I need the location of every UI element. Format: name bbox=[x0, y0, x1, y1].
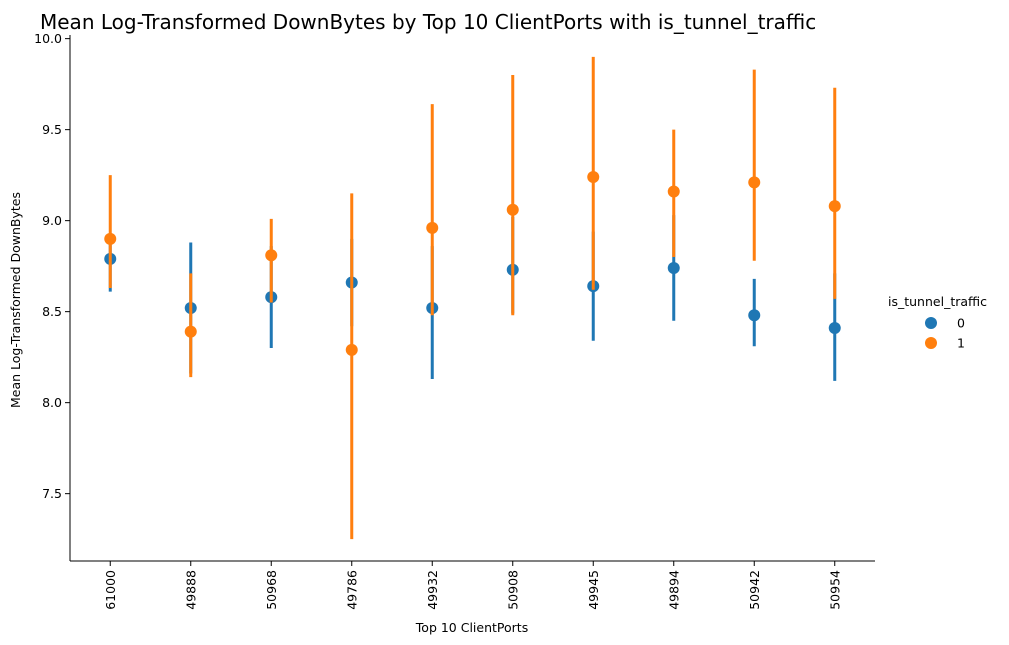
series-1 bbox=[104, 56, 841, 540]
data-point bbox=[506, 203, 519, 216]
x-tick-label: 50968 bbox=[264, 570, 279, 610]
x-tick-label: 50942 bbox=[747, 570, 762, 610]
x-axis-label: Top 10 ClientPorts bbox=[415, 620, 528, 635]
data-point bbox=[667, 185, 680, 198]
data-point bbox=[426, 221, 439, 234]
data-point bbox=[184, 325, 197, 338]
data-point bbox=[748, 309, 761, 322]
legend-label: 0 bbox=[957, 316, 965, 331]
x-tick-label: 49932 bbox=[425, 570, 440, 610]
chart-title: Mean Log-Transformed DownBytes by Top 10… bbox=[40, 10, 816, 34]
y-tick-label: 9.5 bbox=[42, 122, 62, 137]
data-point bbox=[587, 170, 600, 183]
data-point bbox=[265, 249, 278, 262]
data-point bbox=[104, 232, 117, 245]
data-point bbox=[748, 176, 761, 189]
data-point bbox=[828, 322, 841, 335]
x-tick-label: 49945 bbox=[586, 570, 601, 610]
x-tick-label: 49894 bbox=[666, 570, 681, 610]
data-point bbox=[345, 343, 358, 356]
x-tick-label: 49888 bbox=[183, 570, 198, 610]
legend-label: 1 bbox=[957, 336, 965, 351]
x-tick-label: 50954 bbox=[827, 570, 842, 610]
y-axis-label: Mean Log-Transformed DownBytes bbox=[8, 192, 23, 408]
y-tick-label: 7.5 bbox=[42, 486, 62, 501]
x-tick-label: 61000 bbox=[103, 570, 118, 610]
legend-title: is_tunnel_traffic bbox=[888, 294, 987, 309]
legend-marker bbox=[925, 337, 937, 349]
legend-marker bbox=[925, 317, 937, 329]
y-tick-label: 9.0 bbox=[42, 213, 62, 228]
x-tick-label: 49786 bbox=[344, 570, 359, 610]
data-point bbox=[828, 200, 841, 213]
legend: is_tunnel_traffic 0 1 bbox=[888, 294, 987, 351]
plot-area: 7.5 8.0 8.5 9.0 9.5 10.0 61000 49888 50968 49786 4… bbox=[34, 31, 875, 610]
y-tick-label: 10.0 bbox=[34, 31, 62, 46]
x-tick-label: 50908 bbox=[505, 570, 520, 610]
y-tick-label: 8.5 bbox=[42, 304, 62, 319]
y-tick-label: 8.0 bbox=[42, 395, 62, 410]
series-0 bbox=[104, 215, 841, 381]
data-point bbox=[667, 261, 680, 274]
